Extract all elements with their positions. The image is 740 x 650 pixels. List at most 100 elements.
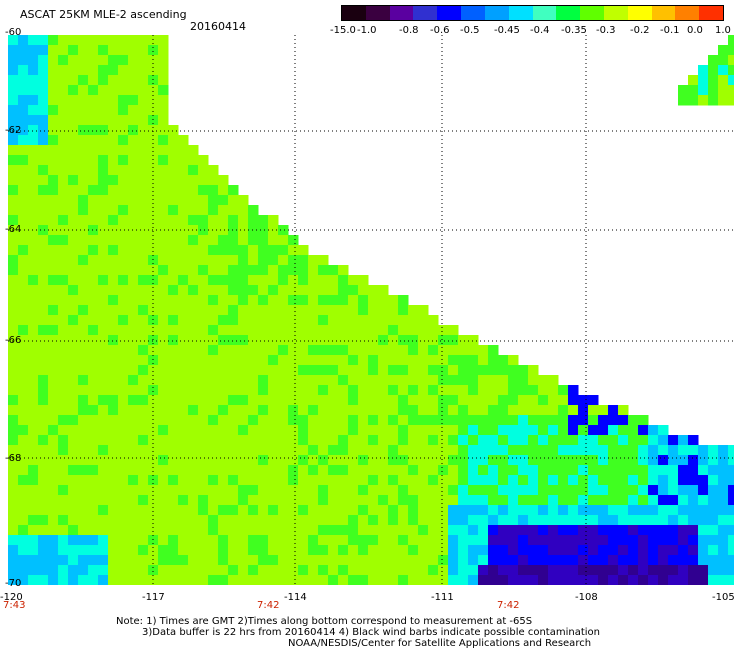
data-cell <box>438 565 449 576</box>
data-cell <box>288 445 299 456</box>
data-cell <box>718 55 729 66</box>
data-cell <box>498 455 509 466</box>
data-cell <box>568 575 579 585</box>
data-cell <box>468 565 479 576</box>
data-cell <box>138 565 149 576</box>
data-cell <box>18 255 29 266</box>
data-cell <box>518 415 529 426</box>
data-cell <box>348 485 359 496</box>
data-cell <box>168 235 179 246</box>
data-cell <box>68 265 79 276</box>
data-cell <box>138 115 149 126</box>
data-cell <box>548 385 559 396</box>
data-cell <box>138 495 149 506</box>
data-cell <box>98 535 109 546</box>
data-cell <box>378 355 389 366</box>
data-cell <box>158 575 169 585</box>
data-cell <box>98 355 109 366</box>
data-cell <box>278 335 289 346</box>
data-cell <box>268 355 279 366</box>
data-cell <box>218 425 229 436</box>
data-cell <box>268 215 279 226</box>
data-cell <box>298 305 309 316</box>
data-cell <box>138 505 149 516</box>
data-cell <box>128 375 139 386</box>
data-cell <box>288 285 299 296</box>
data-cell <box>8 305 19 316</box>
data-cell <box>28 515 39 526</box>
data-cell <box>308 565 319 576</box>
data-cell <box>328 465 339 476</box>
data-cell <box>168 335 179 346</box>
data-cell <box>298 505 309 516</box>
data-cell <box>38 315 49 326</box>
data-cell <box>128 565 139 576</box>
data-cell <box>8 455 19 466</box>
data-cell <box>548 575 559 585</box>
data-cell <box>638 575 649 585</box>
data-cell <box>48 355 59 366</box>
data-cell <box>108 445 119 456</box>
data-cell <box>198 405 209 416</box>
data-cell <box>488 555 499 566</box>
data-cell <box>508 465 519 476</box>
data-cell <box>158 485 169 496</box>
data-cell <box>498 575 509 585</box>
data-cell <box>258 435 269 446</box>
data-cell <box>698 475 709 486</box>
data-cell <box>278 325 289 336</box>
data-cell <box>138 165 149 176</box>
data-cell <box>78 345 89 356</box>
data-cell <box>108 235 119 246</box>
data-cell <box>188 265 199 276</box>
data-cell <box>608 415 619 426</box>
data-cell <box>688 545 699 556</box>
data-cell <box>168 555 179 566</box>
data-cell <box>208 415 219 426</box>
data-cell <box>348 355 359 366</box>
data-cell <box>348 535 359 546</box>
data-cell <box>68 75 79 86</box>
data-cell <box>48 35 59 46</box>
data-cell <box>698 495 709 506</box>
data-cell <box>248 205 259 216</box>
data-cell <box>138 95 149 106</box>
data-cell <box>28 125 39 136</box>
data-cell <box>488 495 499 506</box>
data-cell <box>78 145 89 156</box>
data-cell <box>708 75 719 86</box>
data-cell <box>58 545 69 556</box>
data-cell <box>58 395 69 406</box>
data-cell <box>538 375 549 386</box>
data-cell <box>88 245 99 256</box>
data-cell <box>128 385 139 396</box>
data-cell <box>38 545 49 556</box>
data-cell <box>438 455 449 466</box>
data-cell <box>78 205 89 216</box>
data-cell <box>428 335 439 346</box>
data-cell <box>108 45 119 56</box>
data-cell <box>118 95 129 106</box>
data-cell <box>38 405 49 416</box>
data-cell <box>48 65 59 76</box>
data-cell <box>398 385 409 396</box>
data-cell <box>498 475 509 486</box>
data-cell <box>408 335 419 346</box>
data-cell <box>408 515 419 526</box>
data-cell <box>48 325 59 336</box>
data-cell <box>358 485 369 496</box>
data-cell <box>568 455 579 466</box>
data-cell <box>158 545 169 556</box>
data-cell <box>148 85 159 96</box>
data-cell <box>168 165 179 176</box>
data-cell <box>68 405 79 416</box>
data-cell <box>238 315 249 326</box>
data-cell <box>138 135 149 146</box>
data-cell <box>588 395 599 406</box>
data-cell <box>128 355 139 366</box>
data-cell <box>378 495 389 506</box>
data-cell <box>118 305 129 316</box>
data-cell <box>158 245 169 256</box>
data-cell <box>8 155 19 166</box>
data-cell <box>348 525 359 536</box>
